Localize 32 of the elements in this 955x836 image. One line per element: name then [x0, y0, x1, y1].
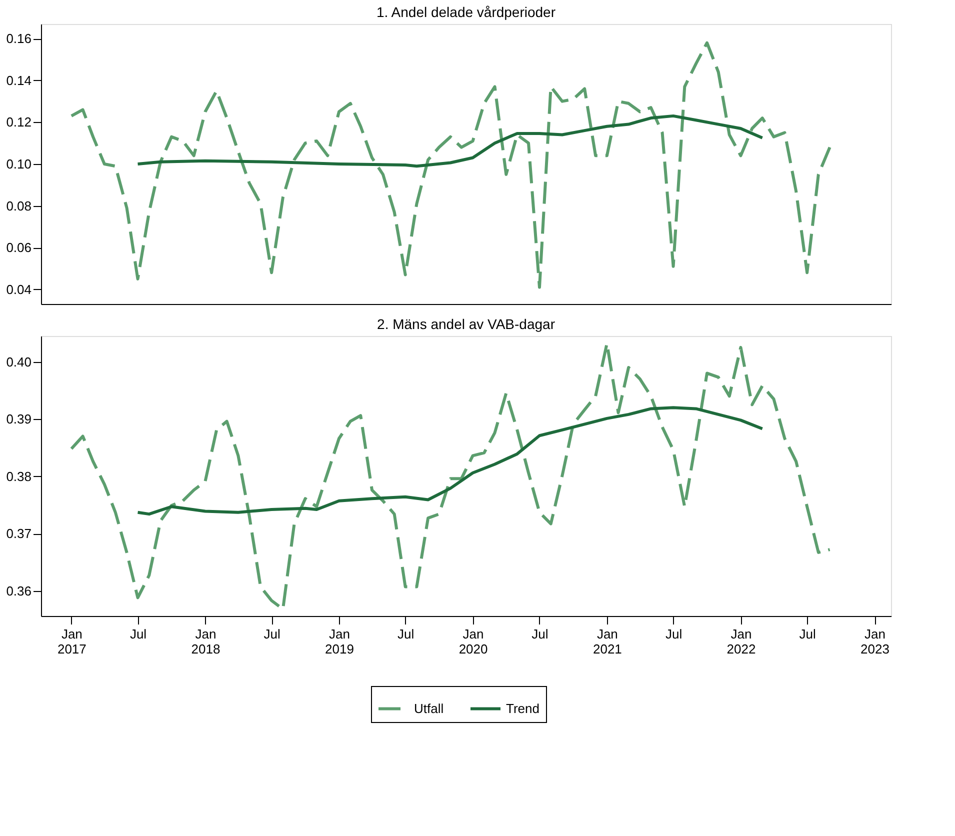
y-tick-label: 0.06: [6, 240, 32, 256]
x-tick-label: Jul: [532, 626, 548, 642]
x-tick-label: Jan 2018: [191, 626, 220, 656]
y-tick-label: 0.39: [6, 412, 32, 427]
line-series: [136, 114, 764, 168]
x-tick-label: Jan 2020: [458, 626, 488, 656]
legend-label: Utfall: [414, 700, 444, 716]
chart-title: 2. Mäns andel av VAB-dagar: [377, 316, 556, 332]
line-series: [136, 406, 764, 516]
x-tick-label: Jan 2023: [860, 626, 890, 656]
y-tick-label: 0.40: [6, 354, 32, 370]
x-tick-label: Jul: [799, 626, 816, 642]
x-tick-label: Jul: [264, 626, 280, 642]
line-series: [70, 41, 832, 289]
y-tick-label: 0.36: [6, 583, 32, 598]
y-tick-label: 0.10: [6, 156, 32, 172]
y-tick-label: 0.08: [6, 198, 32, 214]
y-tick-label: 0.14: [6, 72, 32, 88]
x-tick-label: Jul: [665, 626, 682, 642]
y-tick-label: 0.12: [6, 114, 32, 130]
chart-title: 1. Andel delade vårdperioder: [376, 4, 556, 20]
x-tick-label: Jan 2019: [325, 626, 354, 656]
x-tick-label: Jul: [130, 626, 147, 642]
y-tick-label: 0.16: [6, 31, 32, 46]
y-tick-label: 0.04: [6, 282, 32, 297]
x-tick-label: Jan 2022: [726, 626, 756, 656]
x-tick-label: Jan 2017: [57, 626, 86, 656]
y-tick-label: 0.38: [6, 468, 32, 484]
x-tick-label: Jul: [398, 626, 414, 642]
y-tick-label: 0.37: [6, 526, 32, 542]
legend-label: Trend: [506, 700, 540, 716]
x-tick-label: Jan 2021: [592, 626, 622, 656]
